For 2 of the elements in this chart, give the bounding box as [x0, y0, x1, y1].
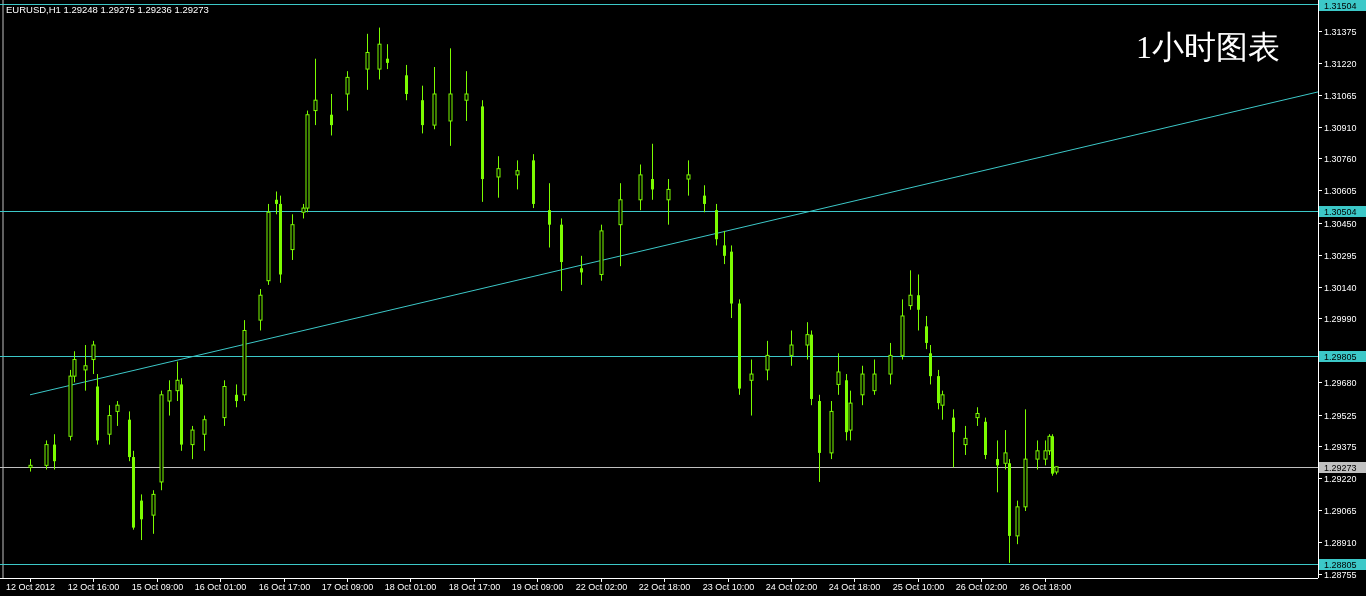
annotation: 1小时图表: [1136, 29, 1280, 65]
title: EURUSD,H1 1.29248 1.29275 1.29236 1.29273: [6, 4, 209, 15]
